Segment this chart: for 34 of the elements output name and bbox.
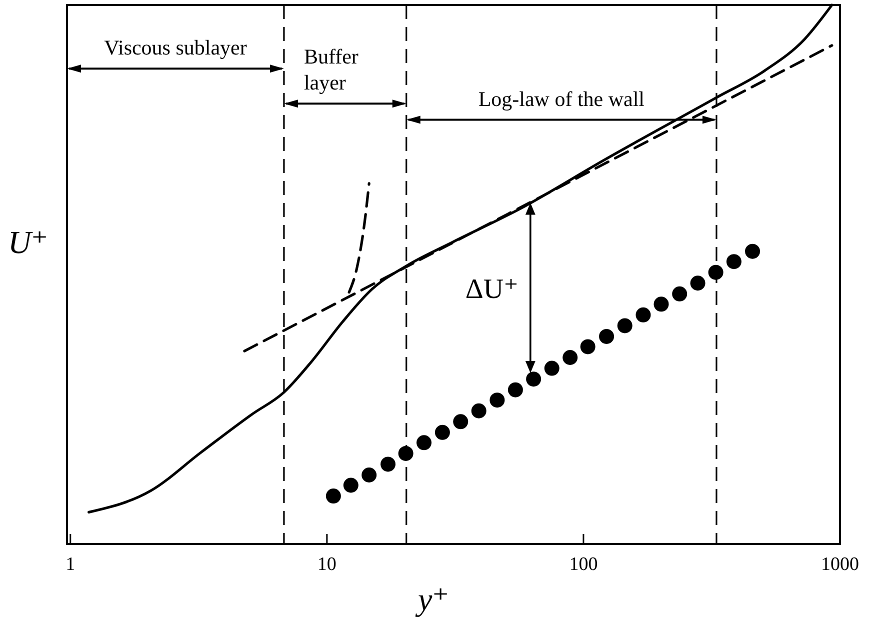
- point: [416, 435, 432, 450]
- point: [745, 244, 760, 259]
- point: [508, 382, 523, 398]
- x-axis-title: y⁺: [414, 581, 450, 617]
- point: [380, 456, 396, 472]
- point: [526, 372, 542, 387]
- point: [471, 403, 486, 418]
- point: [544, 360, 560, 376]
- x-tick-label: 10: [317, 554, 336, 575]
- point: [580, 339, 596, 354]
- point: [326, 488, 341, 504]
- point: [434, 424, 450, 440]
- point: [617, 318, 632, 334]
- point: [636, 307, 651, 322]
- annotation: Buffer layer: [304, 44, 358, 95]
- point: [343, 478, 358, 493]
- annotation: Log-law of the wall: [478, 86, 645, 111]
- x-tick-label: 100: [569, 554, 598, 575]
- x-tick-label: 1000: [821, 554, 859, 575]
- point: [654, 296, 669, 312]
- point: [599, 328, 614, 344]
- annotation: ΔU⁺: [465, 274, 518, 305]
- point: [398, 446, 414, 461]
- point: [708, 264, 724, 280]
- annotation: Viscous sublayer: [104, 36, 247, 60]
- y-axis-title: U⁺: [8, 224, 48, 260]
- point: [690, 276, 706, 291]
- point: [726, 254, 742, 270]
- point: [453, 414, 468, 430]
- x-tick-label: 1: [66, 554, 76, 575]
- point: [672, 286, 688, 302]
- point: [490, 392, 505, 408]
- point: [562, 350, 578, 366]
- point: [362, 468, 377, 483]
